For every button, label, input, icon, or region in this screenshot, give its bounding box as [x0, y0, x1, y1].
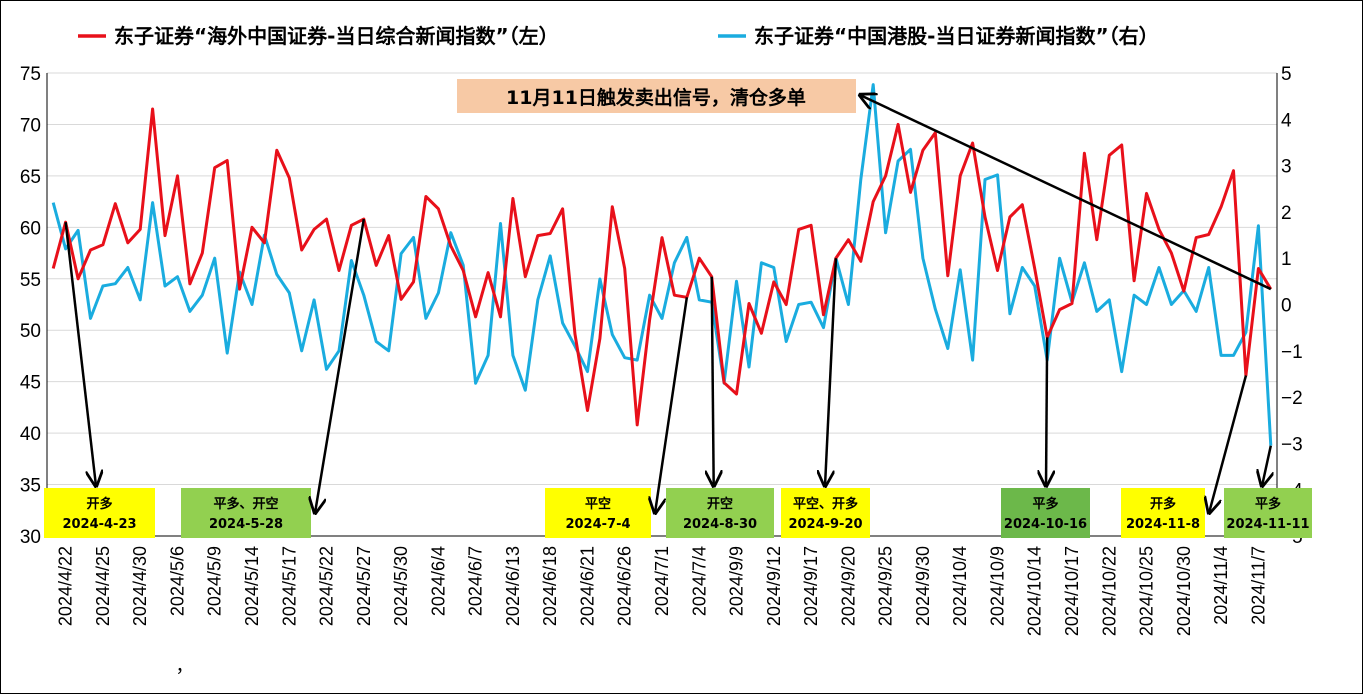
- signal-box: [1121, 488, 1205, 538]
- signal-date: 2024-5-28: [209, 517, 283, 532]
- banner-arrow: [860, 95, 1272, 291]
- x-tick-label: 2024/11/7: [1248, 546, 1268, 625]
- x-tick-label: 2024/6/13: [503, 546, 523, 626]
- right-tick-label: −2: [1281, 388, 1303, 409]
- series-line-right: [51, 83, 1273, 446]
- signal-action: 平多: [1032, 496, 1058, 512]
- x-tick-label: 2024/10/22: [1099, 546, 1119, 636]
- left-tick-label: 75: [20, 64, 41, 85]
- signal-arrow: [315, 218, 366, 513]
- signal-date: 2024-9-20: [788, 517, 862, 532]
- signal-box: [666, 488, 774, 538]
- x-tick-label: 2024/9/17: [801, 546, 821, 626]
- signal-date: 2024-8-30: [683, 517, 757, 532]
- x-tick-label: 2024/9/9: [727, 546, 747, 616]
- x-tick-label: 2024/9/12: [764, 546, 784, 626]
- x-tick-label: 2024/9/25: [876, 546, 896, 626]
- right-tick-label: −3: [1281, 434, 1303, 455]
- series-line-left: [51, 107, 1273, 427]
- signal-box: [44, 488, 155, 538]
- x-tick-label: 2024/5/30: [391, 546, 411, 626]
- left-tick-label: 65: [20, 167, 41, 188]
- x-tick-label: 2024/11/4: [1211, 546, 1231, 625]
- x-tick-label: 2024/5/17: [279, 546, 299, 626]
- x-tick-label: 2024/10/25: [1137, 546, 1157, 636]
- x-tick-label: 2024/5/6: [167, 546, 187, 616]
- x-tick-label: 2024/6/4: [428, 546, 448, 616]
- signal-arrow: [64, 222, 96, 486]
- signal-action: 平空: [585, 496, 611, 512]
- x-tick-label: 2024/5/27: [354, 546, 374, 626]
- x-tick-label: 2024/5/14: [242, 546, 262, 626]
- x-tick-label: 2024/4/30: [130, 546, 150, 626]
- signal-box: [181, 488, 311, 538]
- legend-label: 东子证券“海外中国证券-当日综合新闻指数”（左）: [114, 24, 559, 48]
- signal-arrow: [825, 258, 838, 486]
- right-tick-label: 4: [1281, 110, 1292, 131]
- left-tick-label: 40: [20, 424, 41, 445]
- signal-arrow: [1209, 375, 1248, 513]
- signal-box: [545, 488, 651, 538]
- left-tick-label: 55: [20, 270, 41, 291]
- left-tick-label: 60: [20, 218, 41, 239]
- stray-comma-label: ，: [175, 656, 193, 676]
- left-tick-label: 45: [20, 373, 41, 394]
- signal-date: 2024-10-16: [1004, 517, 1087, 532]
- x-tick-label: 2024/5/22: [317, 546, 337, 626]
- x-tick-label: 2024/10/14: [1025, 546, 1045, 636]
- right-tick-label: −1: [1281, 342, 1303, 363]
- signal-action: 开多: [86, 496, 112, 512]
- signal-date: 2024-4-23: [62, 517, 136, 532]
- signal-banner-text: 11月11日触发卖出信号，清仓多单: [506, 86, 806, 109]
- x-tick-label: 2024/4/25: [93, 546, 113, 626]
- left-tick-label: 50: [20, 321, 41, 342]
- signal-box: [1224, 488, 1312, 538]
- x-tick-label: 2024/10/9: [987, 546, 1007, 626]
- x-tick-label: 2024/4/22: [56, 546, 76, 626]
- signal-action: 平多、开空: [213, 496, 278, 512]
- right-tick-label: 1: [1281, 249, 1292, 270]
- signal-date: 2024-11-11: [1226, 517, 1309, 532]
- signal-arrow: [1262, 445, 1271, 486]
- x-tick-label: 2024/10/4: [950, 546, 970, 626]
- signal-date: 2024-7-4: [565, 517, 630, 532]
- right-tick-label: 2: [1281, 203, 1292, 224]
- signal-action: 开空: [707, 496, 733, 512]
- signal-box: [1001, 488, 1090, 538]
- left-tick-label: 70: [20, 115, 41, 136]
- right-tick-label: 5: [1281, 64, 1292, 85]
- x-tick-label: 2024/10/17: [1062, 546, 1082, 636]
- legend-label: 东子证券“中国港股-当日证券新闻指数”（右）: [754, 24, 1159, 48]
- x-tick-label: 2024/7/4: [689, 546, 709, 616]
- x-tick-label: 2024/6/7: [466, 546, 486, 616]
- x-tick-label: 2024/6/21: [577, 546, 597, 626]
- x-tick-label: 2024/7/1: [652, 546, 672, 616]
- signal-arrow: [1046, 337, 1047, 486]
- right-tick-label: 3: [1281, 157, 1292, 178]
- signal-action: 平空、开多: [793, 496, 858, 512]
- x-tick-label: 2024/6/18: [540, 546, 560, 626]
- left-tick-label: 30: [20, 527, 41, 548]
- signal-banner-box: [457, 79, 856, 113]
- signal-date: 2024-11-8: [1126, 517, 1200, 532]
- left-tick-label: 35: [20, 476, 41, 497]
- signal-arrow: [712, 276, 714, 486]
- x-tick-label: 2024/9/20: [838, 546, 858, 626]
- x-tick-label: 2024/9/30: [913, 546, 933, 626]
- signal-action: 平多: [1255, 496, 1281, 512]
- signal-box: [781, 488, 870, 538]
- x-tick-label: 2024/6/26: [615, 546, 635, 626]
- signal-action: 开多: [1150, 496, 1176, 512]
- right-tick-label: 0: [1281, 296, 1292, 317]
- x-tick-label: 2024/10/30: [1174, 546, 1194, 636]
- signal-arrow: [655, 297, 689, 513]
- x-tick-label: 2024/5/9: [205, 546, 225, 616]
